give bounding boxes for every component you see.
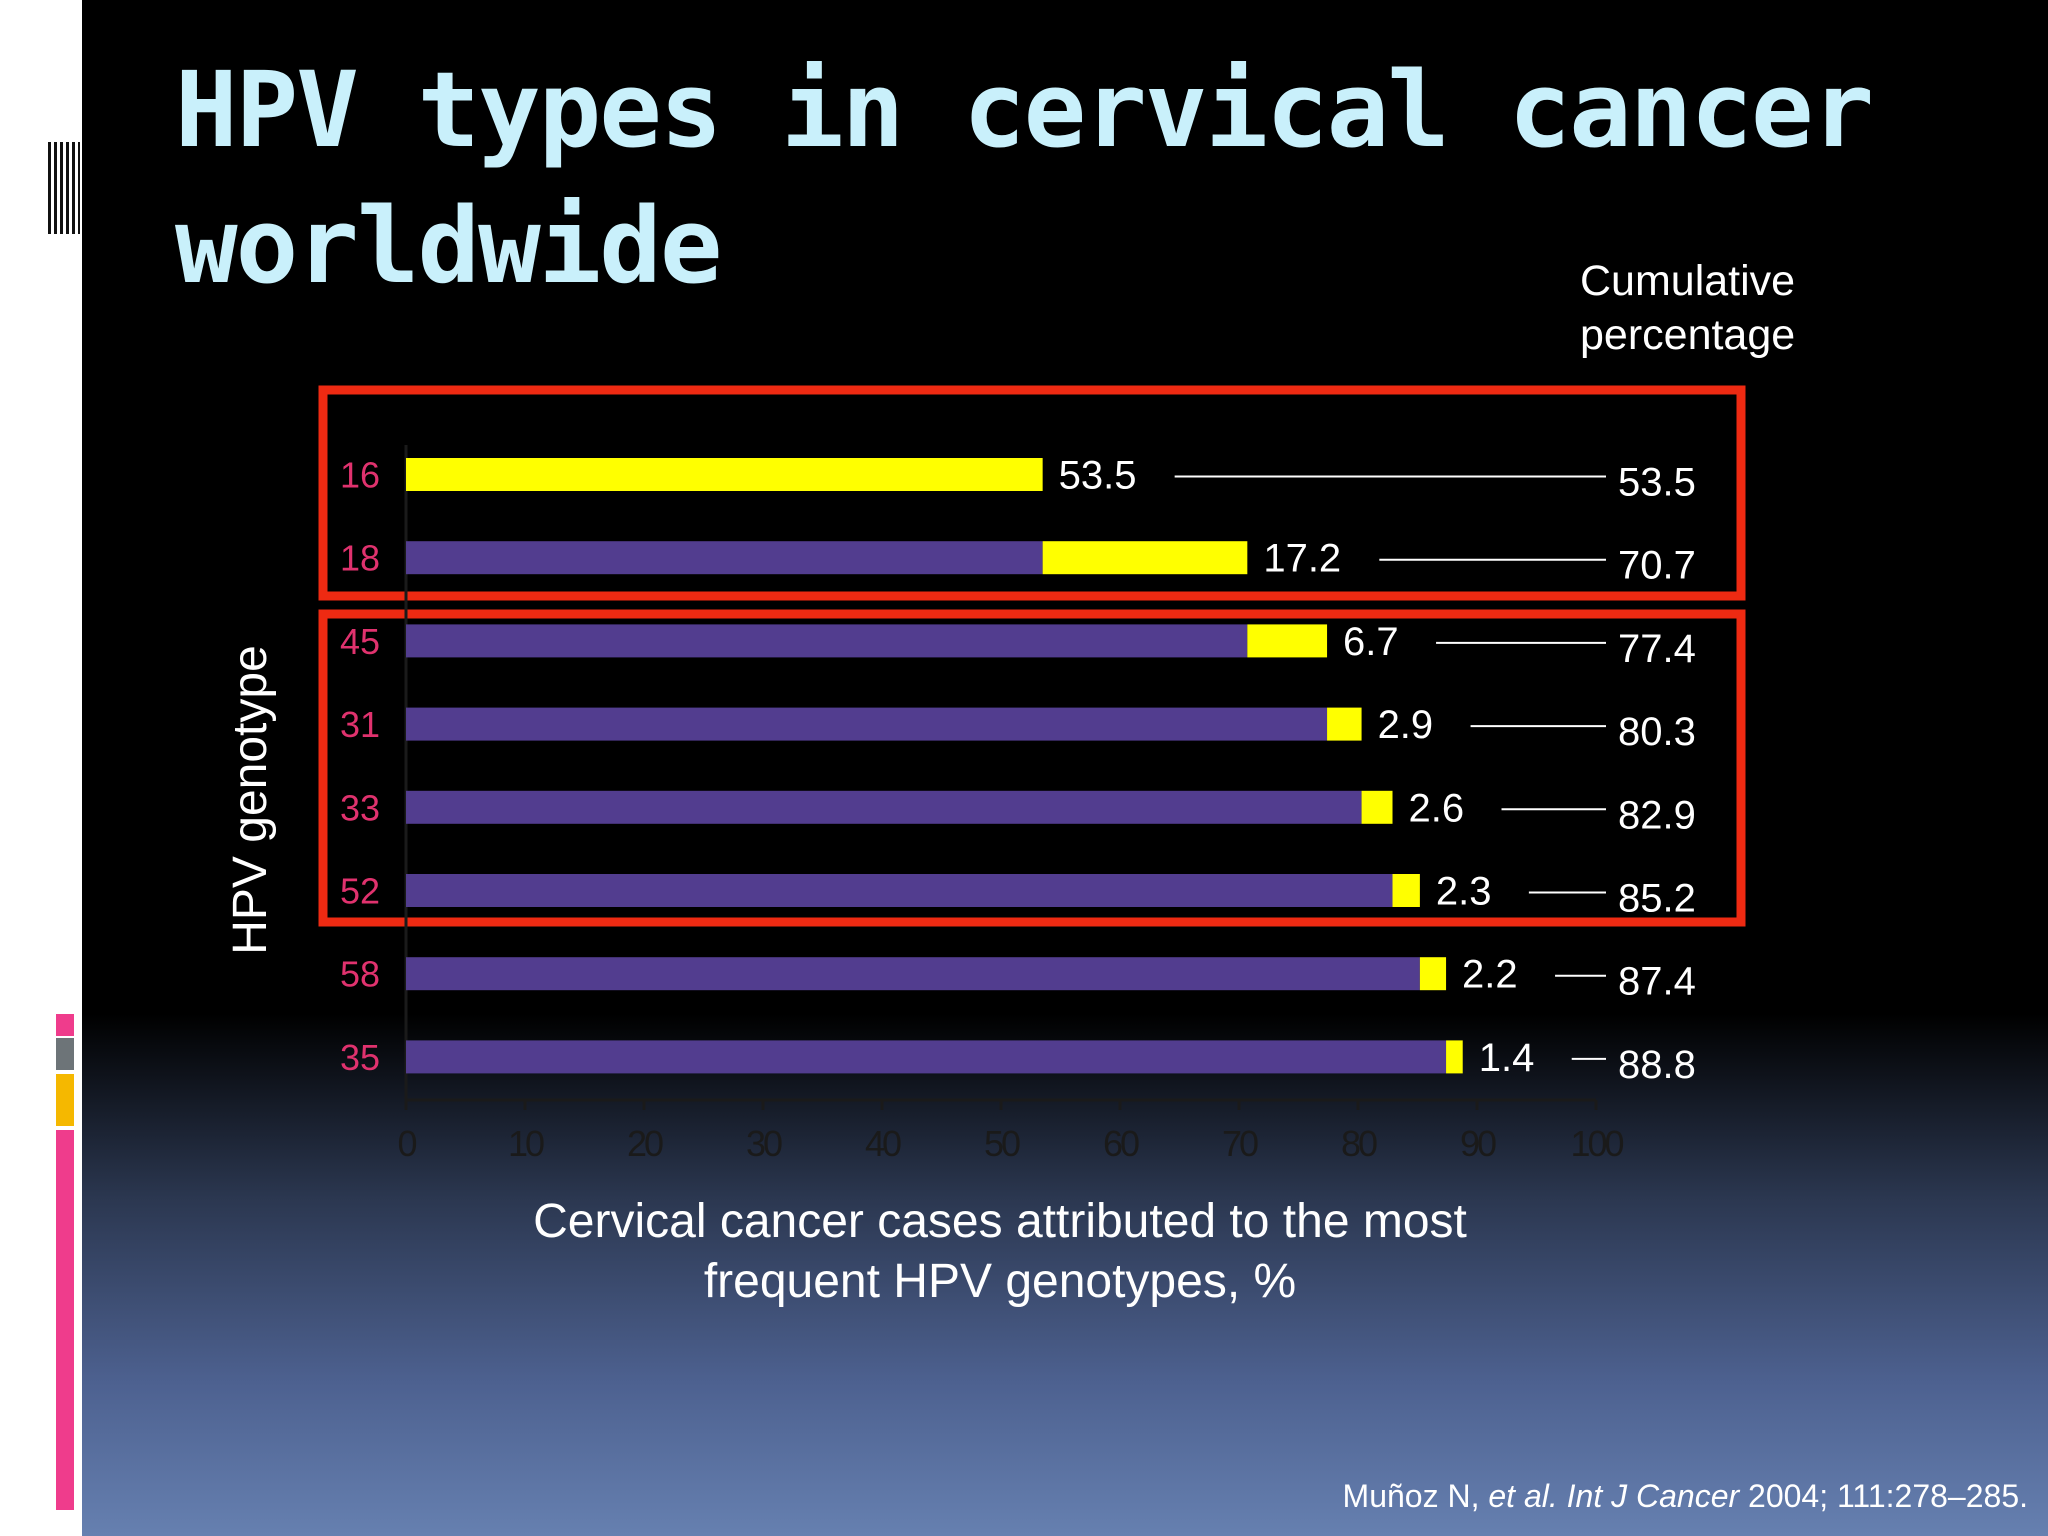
cumulative-label: 88.8 xyxy=(1618,1043,1696,1087)
category-label: 16 xyxy=(340,455,380,496)
category-label: 52 xyxy=(340,871,380,912)
bar-base xyxy=(406,707,1328,741)
citation: Muñoz N, et al. Int J Cancer 2004; 111:2… xyxy=(1200,1478,2028,1515)
x-tick-label: 10 xyxy=(508,1123,544,1164)
highlight-box-1 xyxy=(318,385,1746,601)
x-tick-label: 0 xyxy=(397,1123,416,1164)
value-label: 2.2 xyxy=(1462,953,1518,997)
category-label: 45 xyxy=(340,621,380,662)
x-tick-label: 100 xyxy=(1570,1123,1623,1164)
category-label: 31 xyxy=(340,704,380,745)
bar-base xyxy=(406,874,1393,907)
x-tick-label: 80 xyxy=(1341,1123,1377,1164)
x-tick-label: 70 xyxy=(1222,1123,1258,1164)
left-panel xyxy=(0,0,82,1536)
bar-base xyxy=(406,790,1362,824)
accent-stripe-pink-long xyxy=(56,1130,74,1510)
cumulative-label: 80.3 xyxy=(1618,710,1696,754)
cumulative-label: 82.9 xyxy=(1618,793,1696,837)
citation-author: Muñoz N, xyxy=(1342,1478,1480,1514)
bar-increment xyxy=(1392,874,1420,907)
slide-title: HPV types in cervical cancer worldwide xyxy=(175,49,1874,307)
bar-increment xyxy=(1247,624,1328,658)
bar-base xyxy=(406,957,1420,991)
cumulative-label: 70.7 xyxy=(1618,544,1696,588)
cumulative-label: 77.4 xyxy=(1618,627,1696,671)
bar-increment xyxy=(1446,1040,1463,1074)
value-label: 6.7 xyxy=(1343,620,1399,664)
accent-stripe-pink-small xyxy=(56,1014,74,1036)
bar-increment xyxy=(406,458,1043,491)
value-label: 1.4 xyxy=(1479,1036,1535,1080)
cumulative-label: 53.5 xyxy=(1618,461,1696,505)
bar-base xyxy=(406,624,1248,658)
bar-base xyxy=(406,1040,1447,1074)
accent-stripe-gold xyxy=(56,1074,74,1126)
value-label: 2.6 xyxy=(1409,786,1465,830)
citation-details: 2004; 111:278–285. xyxy=(1748,1478,2028,1514)
bar-base xyxy=(406,541,1043,575)
value-label: 2.9 xyxy=(1378,703,1434,747)
bar-increment xyxy=(1361,790,1393,824)
x-tick-label: 50 xyxy=(984,1123,1020,1164)
bar-increment xyxy=(1419,957,1447,991)
bar-increment xyxy=(1042,541,1248,575)
category-label: 33 xyxy=(340,787,380,828)
slide xyxy=(82,0,2048,1536)
value-label: 17.2 xyxy=(1263,537,1341,581)
x-tick-label: 30 xyxy=(746,1123,782,1164)
category-label: 58 xyxy=(340,954,380,995)
y-axis-label: HPV genotype xyxy=(224,645,277,955)
value-label: 53.5 xyxy=(1059,454,1137,498)
x-tick-label: 90 xyxy=(1460,1123,1496,1164)
accent-stripe-gray xyxy=(56,1038,74,1070)
grid-lines-icon xyxy=(48,142,80,234)
x-tick-label: 20 xyxy=(627,1123,663,1164)
value-label: 2.3 xyxy=(1436,870,1492,914)
cumulative-label: 87.4 xyxy=(1618,960,1696,1004)
cumulative-percentage-heading: Cumulative percentage xyxy=(1580,257,1796,359)
citation-etal: et al. xyxy=(1488,1478,1558,1514)
x-axis-label: Cervical cancer cases attributed to the … xyxy=(533,1195,1467,1308)
bar-increment xyxy=(1327,707,1362,741)
citation-journal: Int J Cancer xyxy=(1566,1478,1740,1514)
x-tick-label: 60 xyxy=(1103,1123,1139,1164)
highlight-box-2 xyxy=(318,609,1746,927)
category-label: 35 xyxy=(340,1037,380,1078)
x-tick-label: 40 xyxy=(865,1123,901,1164)
category-label: 18 xyxy=(340,538,380,579)
cumulative-label: 85.2 xyxy=(1618,877,1696,921)
